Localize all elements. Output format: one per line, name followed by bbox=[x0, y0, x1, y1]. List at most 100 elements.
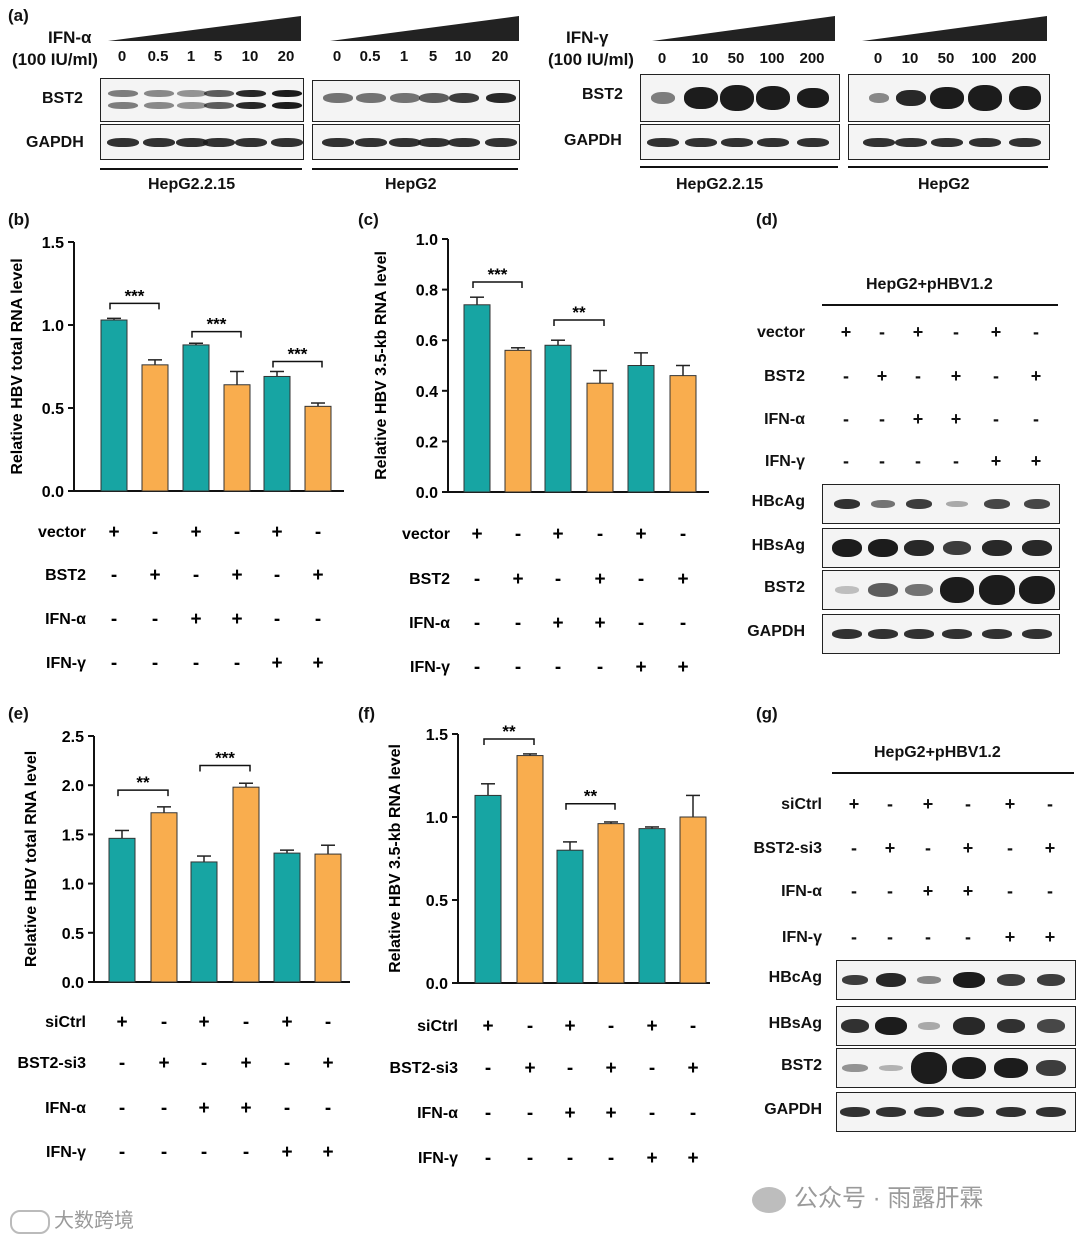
band bbox=[356, 93, 386, 103]
band bbox=[832, 539, 862, 557]
condition-sign: - bbox=[119, 1053, 125, 1074]
panel-d-title-underline bbox=[822, 304, 1058, 306]
band bbox=[177, 101, 207, 109]
dose-label-gamma: 50 bbox=[727, 50, 745, 67]
band bbox=[757, 137, 789, 147]
condition-sign: - bbox=[527, 1103, 533, 1124]
band bbox=[684, 87, 718, 109]
blot-row-name: HBcAg bbox=[751, 493, 805, 510]
bar bbox=[638, 828, 666, 984]
blot-strip-hbsag bbox=[836, 1006, 1076, 1046]
condition-sign: + bbox=[848, 794, 860, 814]
blot-gapdh-ifna-2 bbox=[312, 124, 520, 160]
condition-sign: - bbox=[234, 522, 240, 543]
y-tick-label: 0.0 bbox=[62, 975, 84, 992]
band bbox=[176, 137, 208, 147]
dose-label-gamma: 200 bbox=[799, 50, 825, 67]
condition-row-name: IFN-γ bbox=[418, 1150, 458, 1167]
condition-row-name: siCtrl bbox=[45, 1014, 86, 1031]
condition-row-name: vector bbox=[402, 526, 450, 543]
dose-label-alpha: 0.5 bbox=[147, 48, 169, 65]
condition-sign: - bbox=[567, 1148, 573, 1169]
panel-a-row-gapdh-left: GAPDH bbox=[26, 134, 84, 151]
band bbox=[236, 101, 266, 109]
significance-stars: ** bbox=[572, 303, 586, 322]
condition-sign: + bbox=[240, 1098, 251, 1119]
cell-line-label-3: HepG2.2.15 bbox=[676, 176, 764, 193]
condition-sign: - bbox=[485, 1148, 491, 1169]
y-tick-label: 1.0 bbox=[62, 877, 84, 894]
condition-sign: - bbox=[243, 1142, 249, 1163]
band bbox=[982, 629, 1012, 639]
watermark-right-text: 公众号 · 雨露肝霖 bbox=[794, 1185, 984, 1212]
cell-line-label-1: HepG2.2.15 bbox=[148, 176, 236, 193]
panel-a-row-gapdh-right: GAPDH bbox=[564, 132, 622, 149]
condition-sign: - bbox=[649, 1103, 655, 1124]
blot-row-name: GAPDH bbox=[747, 623, 805, 640]
condition-sign: - bbox=[515, 613, 521, 634]
dose-label-alpha: 0 bbox=[117, 48, 127, 65]
bar bbox=[679, 816, 707, 984]
band bbox=[1022, 629, 1052, 639]
band bbox=[869, 93, 889, 103]
bar bbox=[556, 849, 584, 984]
condition-sign: + bbox=[322, 1053, 333, 1074]
watermark-left-text: 大数跨境 bbox=[54, 1210, 134, 1232]
dose-label-alpha: 10 bbox=[241, 48, 259, 65]
condition-sign: - bbox=[915, 451, 921, 471]
condition-sign: + bbox=[646, 1016, 657, 1037]
condition-sign: - bbox=[284, 1053, 290, 1074]
condition-sign: + bbox=[1044, 927, 1056, 947]
band bbox=[943, 541, 971, 555]
ifn-alpha-unit: (100 IU/ml) bbox=[12, 50, 98, 69]
condition-sign: - bbox=[1033, 409, 1039, 429]
condition-sign: + bbox=[594, 569, 605, 590]
condition-sign: - bbox=[965, 794, 971, 814]
condition-sign: - bbox=[201, 1142, 207, 1163]
bar bbox=[182, 344, 210, 492]
band bbox=[107, 137, 139, 147]
significance-stars: ** bbox=[502, 722, 516, 741]
wechat-icon bbox=[752, 1186, 786, 1213]
condition-sign: - bbox=[953, 451, 959, 471]
condition-sign: + bbox=[158, 1053, 169, 1074]
cell-underline-3 bbox=[640, 166, 838, 168]
condition-sign: - bbox=[515, 524, 521, 545]
condition-row-name: BST2 bbox=[409, 571, 450, 588]
significance-bracket bbox=[109, 302, 160, 310]
condition-sign: - bbox=[485, 1058, 491, 1079]
condition-sign: + bbox=[950, 409, 962, 429]
blot-strip-bst2 bbox=[822, 570, 1060, 610]
blot-strip-gapdh bbox=[822, 614, 1060, 654]
ifn-alpha-gradient-triangle-2 bbox=[330, 16, 519, 41]
band bbox=[1022, 540, 1052, 556]
condition-row-name: IFN-α bbox=[764, 411, 805, 428]
condition-sign: + bbox=[552, 613, 563, 634]
dose-label-alpha: 5 bbox=[213, 48, 223, 65]
panel-a-label: (a) bbox=[8, 6, 29, 25]
blot-bst2-hepg2-ifna bbox=[312, 80, 520, 122]
ifn-gamma-gradient-triangle-2 bbox=[862, 16, 1047, 41]
condition-sign: + bbox=[240, 1053, 251, 1074]
condition-sign: - bbox=[1033, 322, 1039, 342]
y-tick-label: 1.5 bbox=[62, 827, 84, 844]
condition-sign: + bbox=[564, 1016, 575, 1037]
watermark-right: 公众号 · 雨露肝霖 bbox=[752, 1178, 983, 1213]
blot-strip-bst2 bbox=[836, 1048, 1076, 1088]
condition-row-name: BST2 bbox=[45, 567, 86, 584]
condition-sign: + bbox=[281, 1142, 292, 1163]
condition-row-name: IFN-γ bbox=[765, 453, 805, 470]
dose-label-gamma: 0 bbox=[657, 50, 667, 67]
y-tick-label: 0.6 bbox=[416, 333, 438, 350]
condition-sign: - bbox=[111, 653, 117, 674]
blot-row-name: HBcAg bbox=[768, 969, 822, 986]
band bbox=[1037, 1019, 1065, 1033]
y-tick-label: 0.0 bbox=[42, 484, 64, 501]
condition-sign: - bbox=[851, 881, 857, 901]
y-tick-label: 1.0 bbox=[42, 318, 64, 335]
condition-sign: - bbox=[638, 569, 644, 590]
significance-bracket bbox=[272, 360, 323, 368]
band bbox=[969, 137, 1001, 147]
band bbox=[997, 1019, 1025, 1033]
condition-sign: - bbox=[690, 1103, 696, 1124]
